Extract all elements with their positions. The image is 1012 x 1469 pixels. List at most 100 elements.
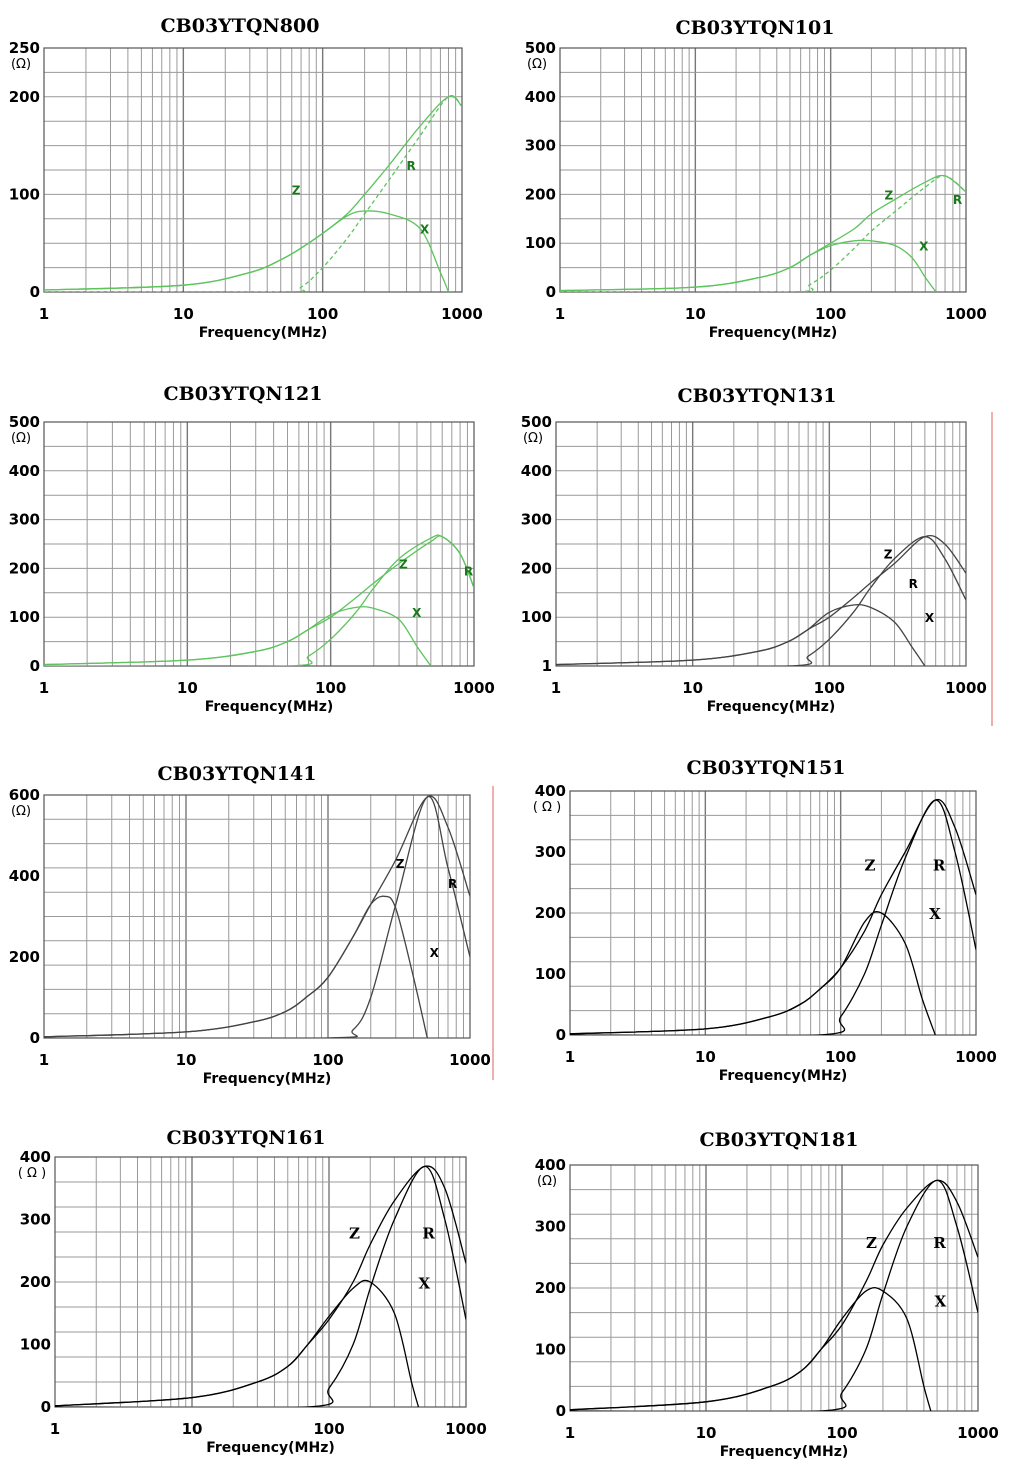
y-tick-label: 200: [535, 1279, 566, 1297]
plot-frame: [54, 1156, 467, 1408]
y-tick-label: 200: [9, 559, 40, 577]
x-tick-label: 100: [315, 679, 346, 697]
series-label-x: X: [430, 946, 440, 960]
series-label-r: R: [422, 1224, 435, 1242]
series-label-z: Z: [866, 1234, 877, 1252]
grid: [55, 1157, 466, 1407]
grid: [44, 795, 470, 1038]
series-label-x: X: [412, 606, 422, 620]
x-tick-label: 10: [696, 1424, 717, 1442]
series-group: [570, 1179, 978, 1411]
x-axis-label: Frequency(MHz): [709, 325, 838, 341]
y-tick-label: 200: [9, 88, 40, 106]
x-tick-label: 100: [815, 305, 846, 323]
chart-title: CB03YTQN131: [678, 385, 837, 407]
x-tick-label: 1: [551, 679, 561, 697]
y-tick-label: 0: [30, 283, 40, 301]
series-line-z: [556, 534, 966, 666]
series-line-z: [570, 1179, 978, 1411]
plot-frame: [43, 47, 463, 293]
x-tick-label: 10: [182, 1420, 203, 1438]
x-tick-label: 100: [312, 1051, 343, 1069]
series-line-r: [55, 1165, 466, 1407]
y-tick-label: 100: [9, 608, 40, 626]
series-label-z: Z: [399, 557, 408, 571]
chart-title: CB03YTQN151: [687, 757, 846, 779]
series-label-r: R: [933, 856, 946, 874]
x-tick-label: 10: [177, 679, 198, 697]
y-tick-label: 500: [525, 39, 556, 57]
x-tick-label: 100: [825, 1048, 856, 1066]
chart-cb03ytqn151: CB03YTQN151 0 100 200 300 400( Ω ) 1 10 100 1000 F…: [533, 757, 997, 1084]
y-tick-label: 400: [535, 782, 566, 800]
y-tick-label: 300: [521, 511, 552, 529]
chart-title: CB03YTQN161: [167, 1127, 326, 1149]
chart-cb03ytqn121: CB03YTQN121 0 100 200 300 400 500(Ω) 1 10 100 1000…: [9, 383, 495, 715]
series-label-x: X: [935, 1292, 947, 1310]
series-line-r: [44, 534, 474, 666]
y-tick-label: 200: [9, 948, 40, 966]
y-tick-label: 500: [521, 413, 552, 431]
y-tick-label: 400: [535, 1156, 566, 1174]
grid: [44, 422, 474, 666]
x-tick-label: 100: [313, 1420, 344, 1438]
series-label-r: R: [933, 1234, 946, 1252]
y-tick-label: 0: [30, 1029, 40, 1047]
chart-title: CB03YTQN141: [158, 763, 317, 785]
y-tick-label: 200: [525, 185, 556, 203]
y-tick-label: 100: [20, 1336, 51, 1354]
x-tick-label: 1: [39, 1051, 49, 1069]
series-line-x: [44, 210, 450, 292]
x-axis-label: Frequency(MHz): [199, 325, 328, 341]
y-tick-label: 400: [9, 462, 40, 480]
y-tick-label: 0: [41, 1398, 51, 1416]
series-label-x: X: [418, 1274, 430, 1292]
x-tick-label: 1000: [441, 305, 483, 323]
series-line-x: [44, 606, 432, 666]
series-label-x: X: [929, 905, 941, 923]
series-line-x: [570, 1287, 932, 1411]
series-group: [560, 174, 966, 292]
x-tick-label: 1000: [957, 1424, 999, 1442]
chart-cb03ytqn181: CB03YTQN181 0 100 200 300 400(Ω) 1 10 100 1000 Fre…: [535, 1129, 999, 1460]
x-tick-label: 10: [695, 1048, 716, 1066]
x-tick-label: 100: [814, 679, 845, 697]
series-label-z: Z: [864, 856, 875, 874]
x-tick-label: 100: [826, 1424, 857, 1442]
series-label-x: X: [919, 240, 929, 254]
x-axis-label: Frequency(MHz): [206, 1440, 335, 1456]
x-tick-label: 1: [50, 1420, 60, 1438]
chart-cb03ytqn141: CB03YTQN141 0 200 400 600(Ω) 1 10 100 1000 Freque…: [9, 763, 491, 1087]
series-line-x: [44, 895, 428, 1038]
y-tick-label: 0: [556, 1026, 566, 1044]
y-tick-label: 100: [535, 1341, 566, 1359]
x-tick-label: 1000: [449, 1051, 491, 1069]
x-tick-label: 1: [39, 305, 49, 323]
series-label-z: Z: [292, 183, 301, 197]
y-unit-label: ( Ω ): [18, 1166, 46, 1181]
x-tick-label: 1: [39, 679, 49, 697]
series-line-r: [556, 536, 966, 666]
y-tick-label: 1: [542, 657, 552, 675]
series-group: [44, 795, 470, 1038]
chart-cb03ytqn131: CB03YTQN131 1 100 200 300 400 500(Ω) 1 10 100 1000…: [521, 385, 987, 715]
y-tick-label: 600: [9, 786, 40, 804]
series-line-r: [570, 1179, 978, 1411]
grid: [44, 48, 462, 292]
series-group: [44, 534, 474, 666]
x-tick-label: 1: [565, 1424, 575, 1442]
plot-frame: [569, 790, 977, 1036]
series-label-r: R: [407, 159, 416, 173]
plot-frame: [559, 47, 967, 293]
x-axis-label: Frequency(MHz): [720, 1444, 849, 1460]
series-line-r: [560, 175, 966, 292]
series-label-r: R: [953, 193, 962, 207]
y-tick-label: 0: [556, 1402, 566, 1420]
y-tick-label: 300: [525, 137, 556, 155]
x-tick-label: 10: [685, 305, 706, 323]
x-tick-label: 1000: [445, 1420, 487, 1438]
y-tick-label: 100: [525, 234, 556, 252]
series-group: [570, 798, 976, 1035]
series-group: [556, 534, 966, 666]
